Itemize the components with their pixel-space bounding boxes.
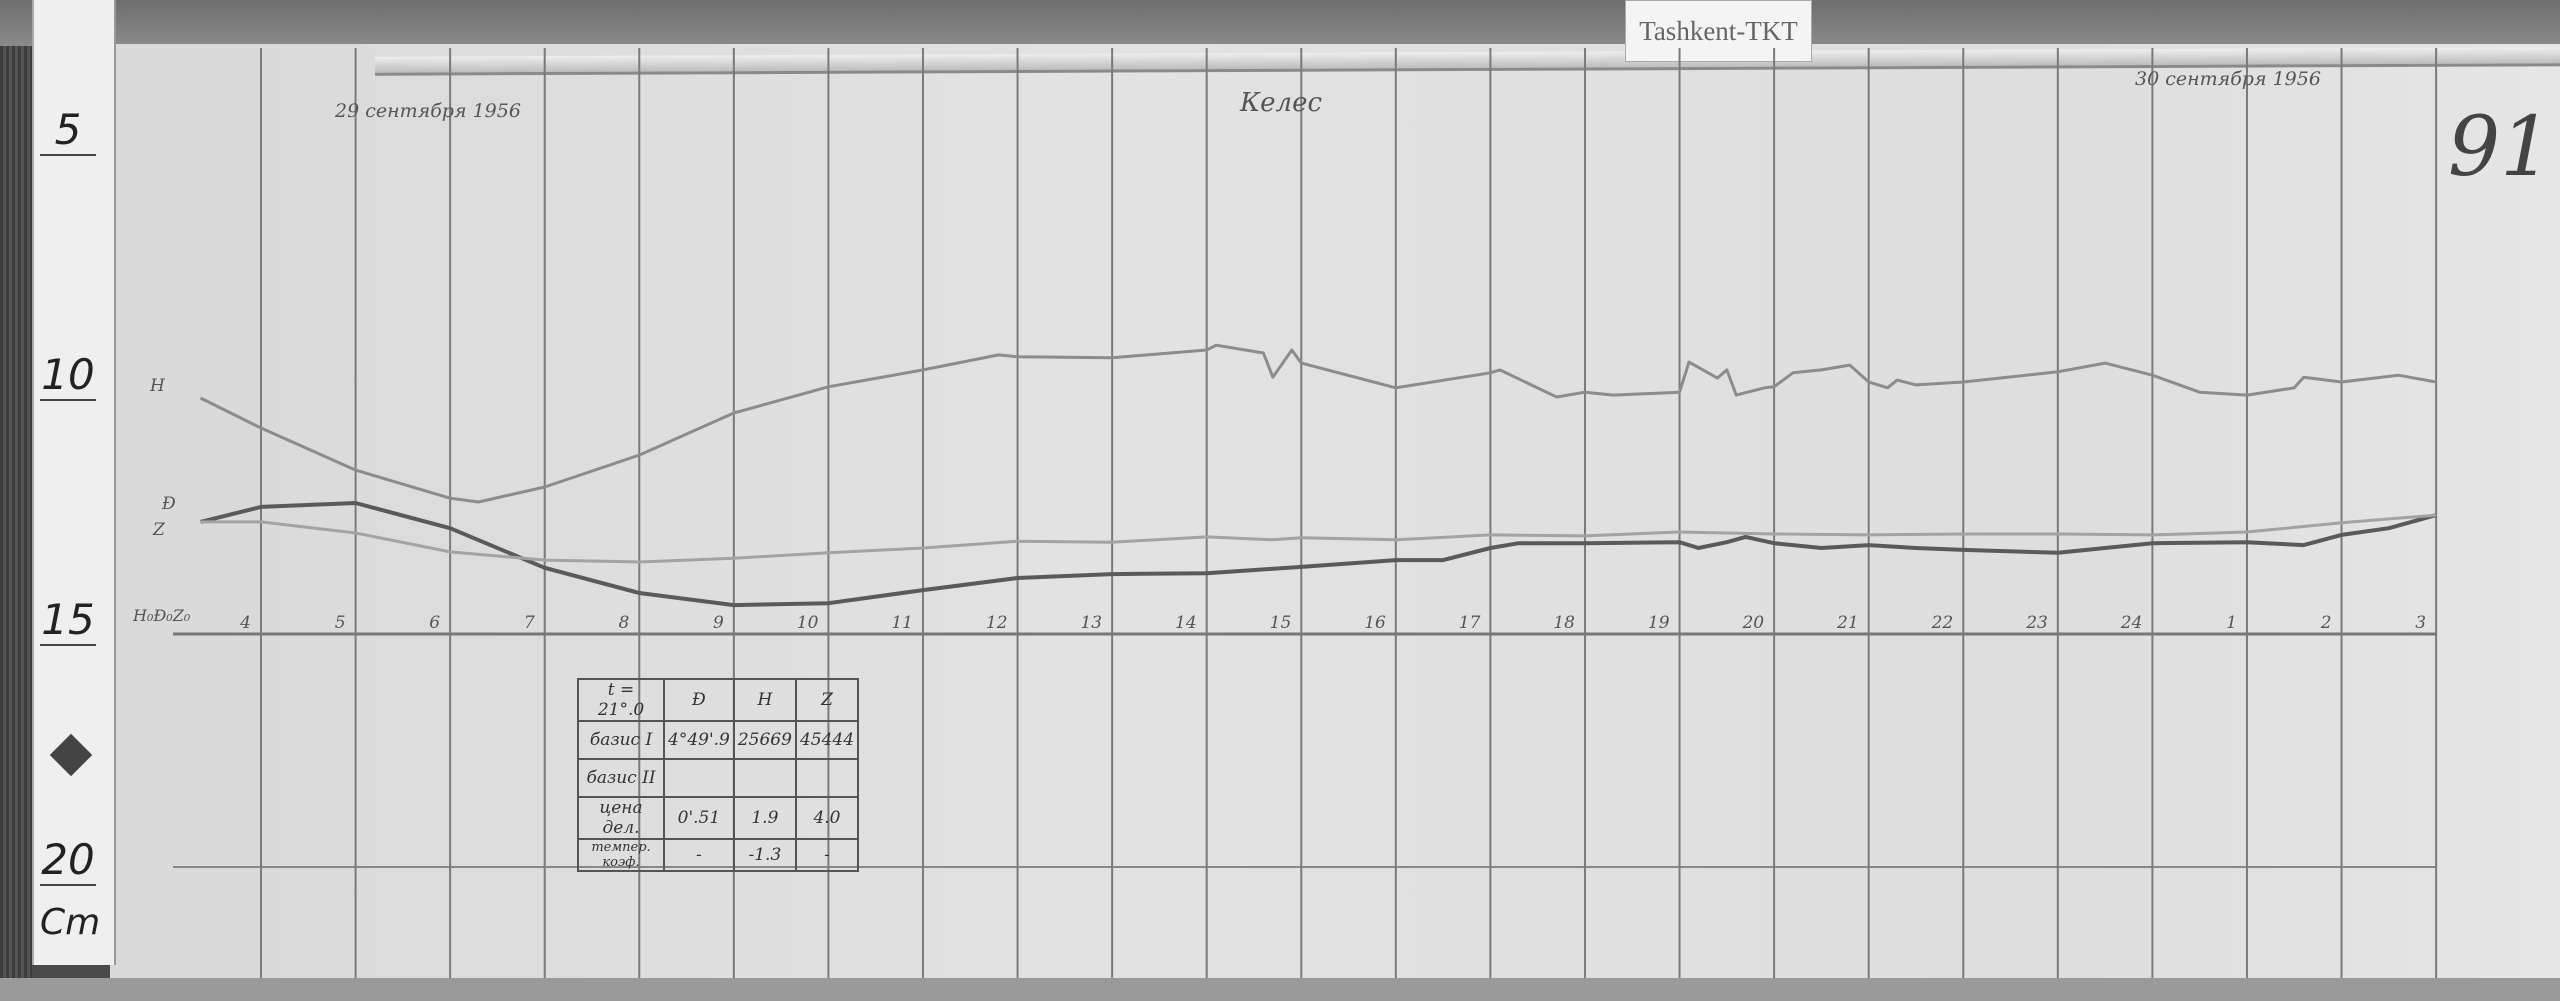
- table-header-cell: Ð: [663, 678, 735, 722]
- table-cell: базис II: [577, 758, 665, 798]
- trace-label-h: H: [150, 376, 165, 396]
- observatory-name: Келес: [1240, 88, 1323, 118]
- trace-label-d: Ð: [162, 494, 176, 514]
- wood-background: [0, 0, 32, 1001]
- ruler-mark-15: 15: [40, 595, 96, 646]
- table-cell: 1.9: [732, 796, 797, 840]
- hour-tick-label: 8: [618, 613, 629, 633]
- hour-tick-label: 11: [891, 613, 913, 633]
- table-cell: -1.3: [732, 838, 797, 872]
- table-cell: 4.0: [794, 796, 860, 840]
- table-cell: 0'.51: [663, 796, 735, 840]
- table-row: базис II: [577, 758, 860, 798]
- hour-tick-label: 14: [1175, 613, 1197, 633]
- date-end: 30 сентября 1956: [2135, 68, 2321, 90]
- hour-tick-label: 15: [1270, 613, 1292, 633]
- hour-tick-label: 20: [1741, 613, 1764, 633]
- bottom-frame-strip: [0, 978, 2560, 1001]
- hour-tick-label: 19: [1648, 613, 1670, 633]
- top-frame-strip: [0, 0, 2560, 46]
- trace-h: [199, 343, 2437, 504]
- baseline-label: H₀Ð₀Z₀: [133, 606, 191, 625]
- cm-ruler: 5 10 15 20 Cm: [32, 0, 116, 965]
- hour-tick-label: 17: [1459, 613, 1481, 633]
- hour-tick-label: 13: [1080, 613, 1102, 633]
- table-cell: 25669: [732, 720, 797, 760]
- table-cell: [663, 758, 735, 798]
- hour-tick-label: 16: [1364, 613, 1386, 633]
- table-header-cell: t = 21°.0: [577, 678, 665, 722]
- calibration-table: t = 21°.0 Ð H Z базис I 4°49'.9 25669 45…: [577, 678, 860, 872]
- hour-tick-label: 21: [1836, 613, 1859, 633]
- hour-tick-label: 23: [2025, 613, 2048, 633]
- table-cell: -: [794, 838, 860, 872]
- hour-tick-label: 9: [713, 613, 724, 633]
- sheet-number: 91: [2448, 100, 2553, 195]
- hour-tick-label: 1: [2226, 613, 2237, 633]
- table-row: цена дел. 0'.51 1.9 4.0: [577, 796, 860, 840]
- table-cell: темпер. коэф.: [577, 838, 665, 872]
- hour-tick-label: 3: [2415, 613, 2426, 633]
- ruler-mark-20: 20: [40, 835, 96, 886]
- table-cell: [794, 758, 860, 798]
- table-row: темпер. коэф. - -1.3 -: [577, 838, 860, 872]
- hour-tick-label: 10: [797, 613, 819, 633]
- hour-tick-label: 24: [2120, 613, 2143, 633]
- ruler-mark-5: 5: [40, 105, 96, 156]
- hour-tick-label: 18: [1553, 613, 1575, 633]
- table-cell: -: [663, 838, 735, 872]
- table-cell: цена дел.: [577, 796, 665, 840]
- ruler-mark-10: 10: [40, 350, 96, 401]
- table-header-cell: H: [732, 678, 797, 722]
- table-header-row: t = 21°.0 Ð H Z: [577, 678, 860, 722]
- table-row: базис I 4°49'.9 25669 45444: [577, 720, 860, 760]
- hour-tick-label: 6: [429, 613, 440, 633]
- hour-tick-label: 7: [524, 613, 535, 633]
- hour-tick-label: 5: [335, 613, 346, 633]
- table-cell: [732, 758, 797, 798]
- trace-d: [200, 501, 2437, 608]
- trace-z: [200, 513, 2437, 564]
- station-tag: Tashkent-TKT: [1625, 0, 1812, 62]
- hour-tick-label: 2: [2320, 613, 2332, 633]
- table-header-cell: Z: [794, 678, 860, 722]
- hour-tick-label: 22: [1931, 613, 1954, 633]
- hour-tick-label: 12: [986, 613, 1008, 633]
- table-cell: 45444: [794, 720, 860, 760]
- trace-label-z: Z: [153, 520, 165, 540]
- table-cell: базис I: [577, 720, 665, 760]
- hour-tick-label: 4: [239, 613, 251, 633]
- table-cell: 4°49'.9: [663, 720, 735, 760]
- date-start: 29 сентября 1956: [335, 100, 521, 122]
- ruler-unit: Cm: [40, 902, 101, 943]
